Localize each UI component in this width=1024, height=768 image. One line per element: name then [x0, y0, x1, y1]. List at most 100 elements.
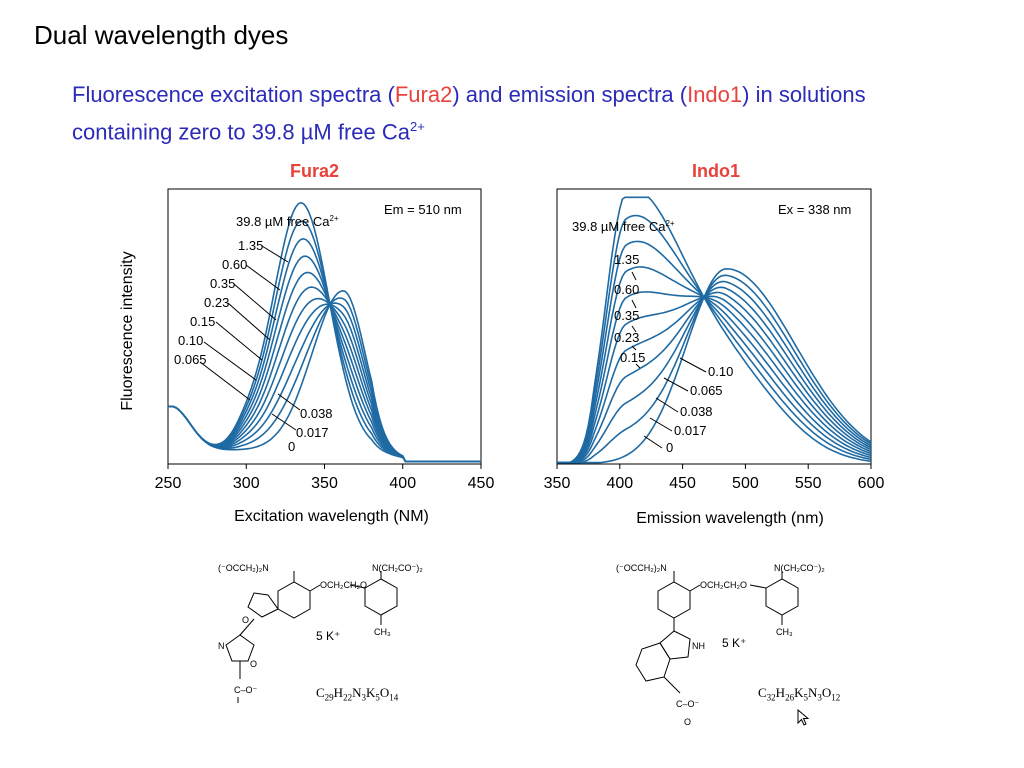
indo1-annotation: Ex = 338 nm [778, 202, 851, 217]
fura2-annotation: Em = 510 nm [384, 202, 462, 217]
indo1-leader-line [679, 357, 707, 373]
indo1-tick-label: 400 [606, 475, 633, 492]
fura2-leader-line [203, 341, 257, 381]
fura2-group-right: N(CH₂CO⁻)₂ [372, 563, 423, 573]
indo1-group-left: (⁻OCCH₂)₂N [616, 563, 667, 573]
indo1-benzene-ring [657, 581, 691, 619]
indo1-series-label: 1.35 [614, 252, 639, 267]
indo1-series-label: 0.038 [680, 404, 713, 419]
indo1-series-curve [557, 267, 872, 464]
indo1-conc-header-sup: 2+ [665, 219, 674, 228]
indo1-series-label: 0.60 [614, 282, 639, 297]
fura2-bond [239, 618, 255, 636]
indo1-series-curve [557, 196, 872, 464]
indo1-leader-line [631, 345, 637, 351]
fura2-series-label: 0.038 [300, 406, 333, 421]
indo1-bond [749, 584, 767, 589]
indo1-group-bridge: OCH₂CH₂O [700, 580, 747, 590]
indo1-series-label: 0.15 [620, 350, 645, 365]
fura2-conc-header: 39.8 µM free Ca2+ [236, 214, 339, 229]
indo1-series-curve [557, 274, 872, 464]
indo1-series-label: 0.017 [674, 423, 707, 438]
indo1-conc-header: 39.8 µM free Ca2+ [572, 219, 675, 234]
subtitle-dye-1: Fura2 [394, 82, 453, 107]
indo1-leader-line [643, 435, 663, 449]
fura2-bond [349, 584, 366, 589]
subtitle-part-1: Fluorescence excitation spectra ( [72, 82, 395, 107]
indo1-series-curve [557, 291, 872, 464]
fura2-leader-lines [199, 245, 301, 431]
indo1-leader-line [663, 377, 689, 392]
indo1-bond [663, 676, 681, 694]
fura2-conc-header-text: 39.8 µM free Ca [236, 214, 330, 229]
indo1-bond [689, 584, 701, 592]
fura2-series-label: 0.10 [178, 333, 203, 348]
fura2-series-label: 0.15 [190, 314, 215, 329]
fura2-curves [167, 201, 481, 463]
indo1-structure: (⁻OCCH₂)₂N OCH₂CH₂O N(CH₂CO⁻)₂ CH₃ NH C–… [616, 563, 825, 727]
indo1-curves [557, 196, 872, 464]
indo1-series-curve [557, 286, 872, 464]
indo1-leader-lines [631, 271, 707, 449]
slide-subtitle: Fluorescence excitation spectra (Fura2) … [72, 79, 972, 148]
indo1-tick-label: 450 [669, 475, 696, 492]
fura2-leader-line [271, 413, 297, 431]
fura2-series-label: 0.23 [204, 295, 229, 310]
indo1-right-ring [765, 578, 799, 616]
fura2-formula: C29H22N3K5O14 [316, 685, 399, 703]
fura2-leader-line [277, 393, 301, 411]
fura2-bond [309, 584, 321, 592]
fura2-leader-line [215, 321, 263, 361]
fura2-leader-line [233, 283, 277, 321]
indo1-tick-label: 350 [544, 475, 571, 492]
indo1-series-label: 0.35 [614, 308, 639, 323]
fura2-x-axis-label: Excitation wavelength (NM) [234, 508, 429, 525]
fura2-panel-title: Fura2 [290, 161, 340, 181]
indo1-tick-label: 500 [732, 475, 759, 492]
indo1-nh: NH [692, 641, 705, 651]
fura2-series-label: 0.017 [296, 425, 329, 440]
fura2-group-bridge: OCH₂CH₂O [320, 580, 367, 590]
fura2-chart: 1.35 0.60 0.35 0.23 0.15 0.10 0.065 0.038 0.0170… [155, 188, 494, 492]
subtitle-part-2: ) and emission spectra ( [452, 82, 688, 107]
fura2-benzene-ring [277, 581, 311, 619]
fura2-oxazole-nitrogen: N [218, 641, 225, 651]
indo1-group-right: N(CH₂CO⁻)₂ [774, 563, 825, 573]
indo1-group-methyl: CH₃ [776, 627, 793, 637]
indo1-series-label: 0.23 [614, 330, 639, 345]
indo1-series-curve [557, 240, 872, 464]
indo1-series-curve [557, 280, 872, 464]
indo1-series-curve [557, 291, 872, 464]
subtitle-superscript: 2+ [409, 119, 425, 134]
mouse-cursor-icon [797, 709, 810, 726]
fura2-furan-ring [247, 592, 279, 618]
slide-title: Dual wavelength dyes [34, 20, 289, 50]
fura2-tick-label: 250 [155, 475, 182, 492]
fura2-x-ticks: 250 300 350 400 450 [155, 464, 494, 492]
fura2-tick-label: 400 [389, 475, 416, 492]
indo1-plot-frame [556, 188, 872, 465]
y-axis-label: Fluorescence intensity [119, 251, 136, 411]
fura2-group-methyl: CH₃ [374, 627, 391, 637]
indo1-pyrrole-ring [659, 630, 691, 660]
fura2-leader-line [245, 264, 281, 291]
fura2-furan-oxygen: O [242, 615, 249, 625]
indo1-chart: 1.35 0.60 0.35 0.23 0.15 0.10 0.065 0.038 0.0170… [544, 188, 884, 492]
fura2-group-carboxylate: C–O⁻ [234, 685, 258, 695]
fura2-series-label: 0.60 [222, 257, 247, 272]
fura2-right-ring [364, 578, 398, 616]
indo1-leader-line [655, 397, 679, 413]
fura2-tick-label: 300 [233, 475, 260, 492]
indo1-leader-line [631, 299, 637, 309]
fura2-oxazole-oxygen: O [250, 659, 257, 669]
indo1-carbonyl-oxygen: O [684, 717, 691, 727]
indo1-x-ticks: 350 400 450 500 550 600 [544, 464, 884, 492]
indo1-counterion: 5 K⁺ [722, 636, 746, 650]
indo1-leader-line [631, 271, 637, 281]
indo1-panel-title: Indo1 [692, 161, 740, 181]
fura2-series-label: 0.35 [210, 276, 235, 291]
fura2-structure: (⁻OCCH₂)₂N OCH₂CH₂O N(CH₂CO⁻)₂ CH₃ C–O⁻ … [218, 563, 423, 703]
fura2-leader-line [261, 245, 289, 263]
